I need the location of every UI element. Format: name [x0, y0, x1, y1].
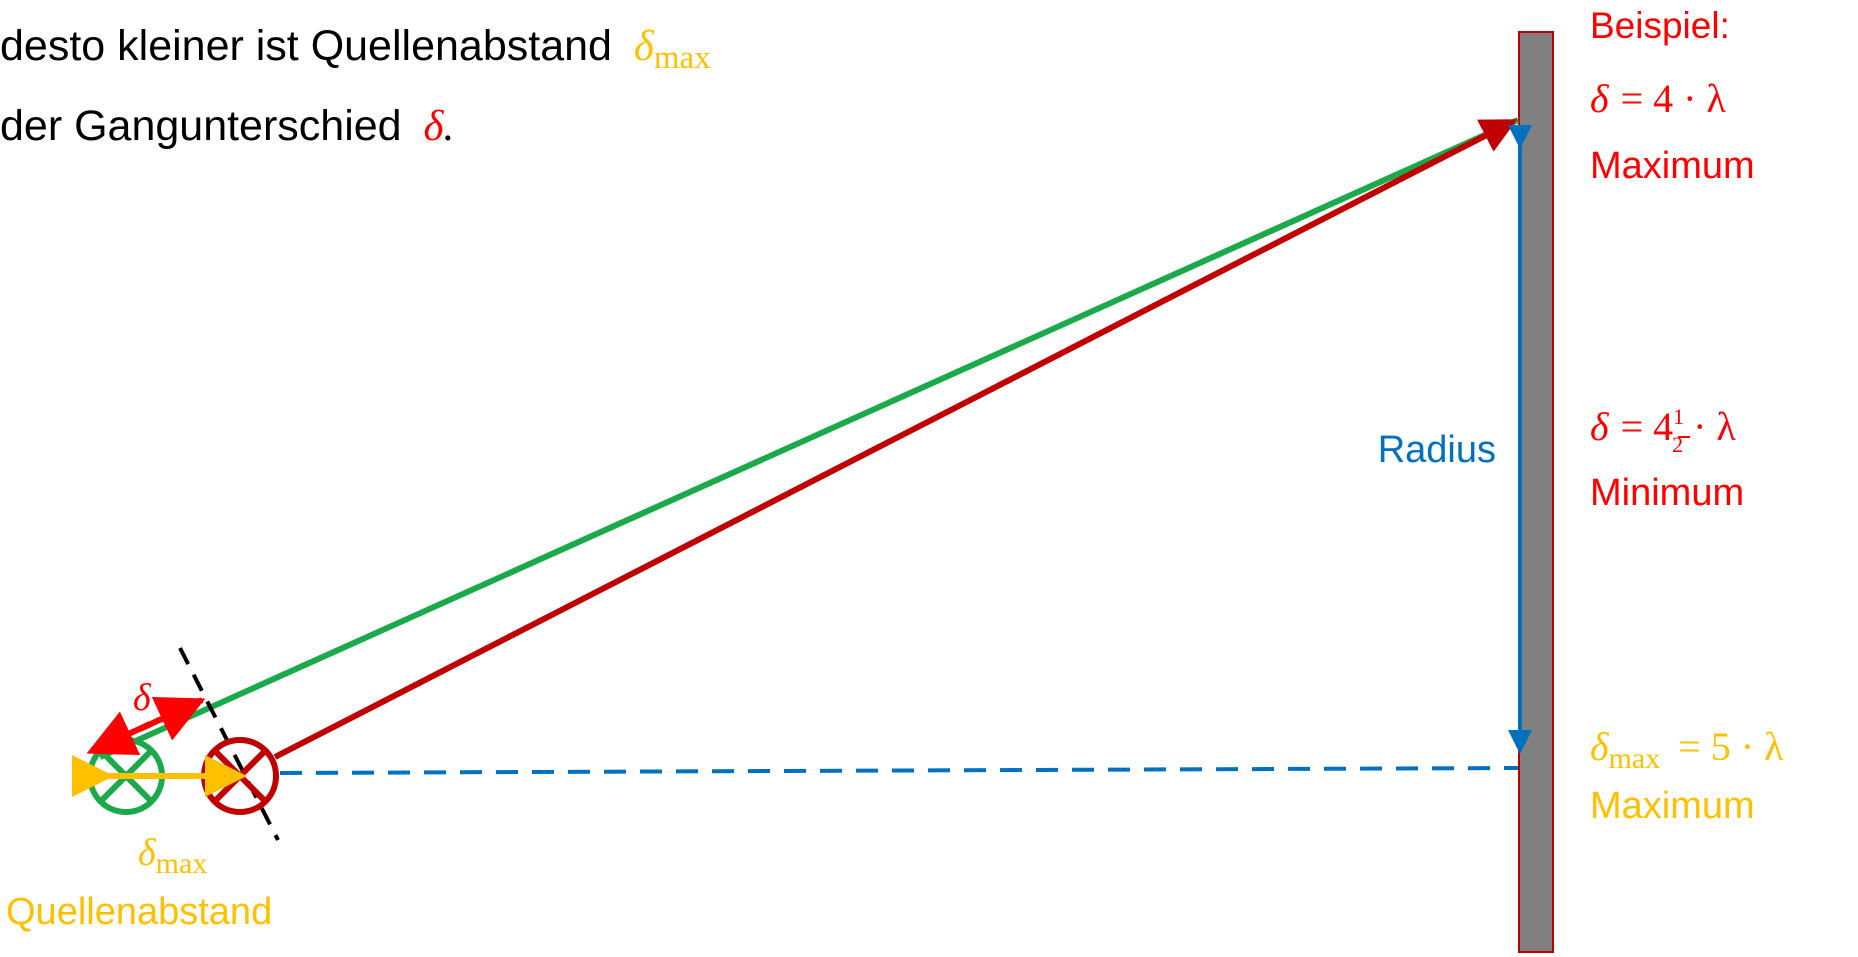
intro-line-1-text: desto kleiner ist Quellenabstand: [0, 22, 612, 70]
intro-line-1: desto kleiner ist Quellenabstand δmax: [0, 22, 711, 76]
delta-label: δ: [133, 677, 152, 719]
case-2-rhs-suffix: · λ: [1683, 404, 1736, 449]
example-title: Beispiel:: [1590, 5, 1730, 46]
intro-delta-symbol: δ: [424, 103, 445, 150]
delta-arrow-head-b: [138, 697, 206, 741]
case-2-delta: δ: [1590, 404, 1610, 449]
red-ray: [273, 119, 1518, 760]
center-axis-dashed: [279, 766, 1519, 775]
delta-max-symbol: δ: [138, 832, 157, 874]
case-2-frac-den: 2: [1672, 432, 1683, 457]
case-3-equation: δmax = 5 · λ: [1590, 724, 1784, 775]
case-2-frac-num: 1: [1673, 404, 1684, 429]
intro-line-2: der Gangunterschied δ.: [0, 102, 454, 150]
green-ray: [98, 117, 1520, 760]
case-1-equation: δ = 4 · λ: [1590, 76, 1726, 121]
source-distance-label: Quellenabstand: [6, 891, 272, 933]
case-1-type: Maximum: [1590, 145, 1755, 187]
case-1-delta: δ: [1590, 76, 1610, 121]
intro-period: .: [444, 103, 455, 150]
case-3-type: Maximum: [1590, 785, 1755, 827]
screen: [1518, 31, 1554, 953]
case-1-rhs: = 4 · λ: [1621, 76, 1727, 121]
case-3-rhs: = 5 · λ: [1678, 724, 1784, 769]
intro-line-2-text: der Gangunterschied: [0, 102, 402, 150]
radius-label: Radius: [1378, 429, 1496, 471]
intro-delta-max-sub: max: [654, 40, 711, 76]
case-2-rhs-prefix: = 4: [1621, 404, 1674, 449]
case-2-type: Minimum: [1590, 472, 1744, 514]
delta-max-label: δmax: [138, 832, 207, 880]
intro-delta-max-symbol: δ: [634, 23, 655, 70]
case-2-equation: δ = 41 2 · λ: [1590, 404, 1736, 457]
delta-max-sub: max: [156, 847, 208, 880]
case-3-delta: δ: [1590, 724, 1610, 769]
case-3-delta-sub: max: [1609, 742, 1661, 775]
